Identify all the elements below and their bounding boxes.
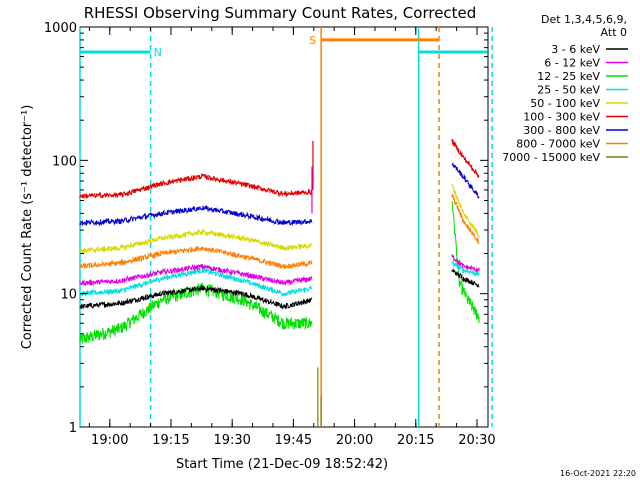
flag-bars: NS: [80, 34, 487, 59]
plot-area: NS 19:00 19:15 19:30 19:45 20:00 20:15 20:3011…: [44, 21, 496, 448]
series-line-before: [79, 267, 313, 297]
series-line-after: [451, 268, 480, 288]
chart-title: RHESSI Observing Summary Count Rates, Co…: [84, 4, 477, 22]
series-line-before: [79, 173, 313, 199]
y-tick-label: 10: [60, 288, 77, 303]
legend-header: Att 0: [601, 26, 627, 39]
series-line-before: [79, 228, 313, 255]
x-tick-label: 20:30: [458, 433, 495, 448]
y-tick-label: 1: [69, 421, 77, 436]
series-line-before: [79, 285, 313, 310]
x-axis-label: Start Time (21-Dec-09 18:52:42): [176, 457, 388, 472]
series-line-before: [79, 204, 313, 227]
x-tick-label: 19:30: [213, 433, 250, 448]
legend-label: 6 - 12 keV: [544, 57, 600, 70]
series-line-after: [451, 201, 480, 323]
series-line-after: [451, 261, 480, 278]
series-line-after: [451, 162, 480, 199]
y-tick-label: 1000: [44, 21, 77, 36]
plot-frame: [79, 26, 489, 428]
legend-label: 25 - 50 keV: [537, 84, 600, 97]
x-tick-label: 20:00: [336, 433, 373, 448]
legend-label: 3 - 6 keV: [551, 43, 600, 56]
flag-bar-label: S: [309, 34, 316, 47]
legend-label: 50 - 100 keV: [530, 97, 600, 110]
y-tick-label: 100: [52, 154, 77, 169]
x-tick-label: 19:45: [275, 433, 312, 448]
series-line-before: [79, 246, 313, 270]
flag-bar-label: N: [154, 46, 162, 59]
series-line-after: [451, 183, 480, 239]
legend-header: Det 1,3,4,5,6,9,: [541, 13, 627, 26]
axis-ticks: 19:00 19:15 19:30 19:45 20:00 20:15 20:30 1 10 10…: [44, 21, 496, 448]
marker-lines: [79, 27, 493, 427]
x-tick-label: 19:00: [91, 433, 128, 448]
series-line-after: [451, 193, 480, 244]
y-axis-label: Corrected Count Rate (s⁻¹ detector⁻¹): [20, 105, 35, 350]
x-tick-label: 19:15: [152, 433, 189, 448]
series-line-after: [451, 138, 480, 178]
series-line-after: [451, 253, 480, 272]
data-series: [79, 138, 480, 427]
series-line-before: [79, 263, 313, 287]
legend-label: 7000 - 15000 keV: [502, 151, 600, 164]
footer-date: 16-Oct-2021 22:20: [560, 469, 636, 478]
legend-label: 12 - 25 keV: [537, 70, 600, 83]
legend-label: 800 - 7000 keV: [516, 138, 600, 151]
legend-label: 100 - 300 keV: [523, 111, 600, 124]
legend-label: 300 - 800 keV: [523, 124, 600, 137]
x-tick-label: 20:15: [397, 433, 434, 448]
